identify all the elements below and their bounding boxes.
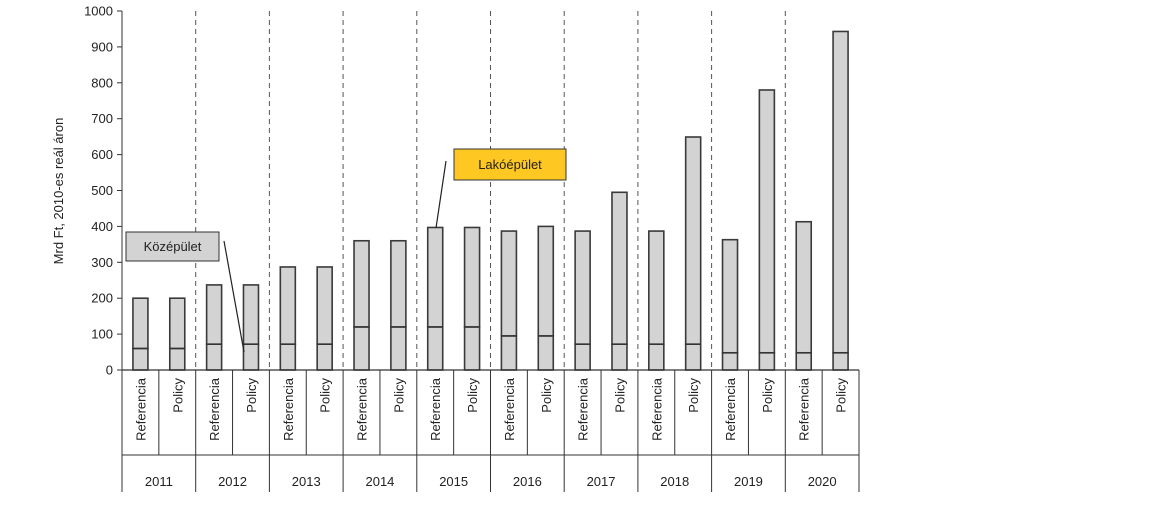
bars: [132, 11, 849, 371]
x-category-label: Referencia: [281, 377, 296, 441]
bar-segment-lakoepulet: [279, 266, 297, 345]
bar-segment-kozepulet: [721, 351, 739, 371]
annotation-label: Középület: [144, 239, 202, 254]
bar-segment-lakoepulet: [168, 297, 186, 350]
bar-segment-kozepulet: [132, 347, 149, 371]
x-category-label: Referencia: [649, 377, 664, 441]
bar-segment-lakoepulet: [390, 239, 407, 328]
bar-segment-kozepulet: [758, 351, 776, 371]
bar-segment-lakoepulet: [611, 191, 628, 345]
bar-segment-kozepulet: [316, 343, 333, 371]
bar-segment-kozepulet: [611, 343, 628, 371]
x-category-label: Policy: [391, 378, 406, 413]
bar-segment-kozepulet: [832, 351, 849, 371]
y-tick-label: 600: [91, 147, 113, 162]
bar-segment-lakoepulet: [426, 226, 444, 328]
annotation-kozepulet: Középület: [125, 231, 245, 353]
bar-segment-lakoepulet: [795, 220, 813, 354]
y-tick-label: 400: [91, 219, 113, 234]
y-tick-label: 0: [106, 363, 113, 378]
y-tick-label: 1000: [84, 4, 113, 19]
bar-segment-lakoepulet: [316, 266, 333, 345]
x-year-label: 2012: [218, 474, 247, 489]
x-category-label: Referencia: [502, 377, 517, 441]
x-year-label: 2017: [587, 474, 616, 489]
bar-segment-lakoepulet: [758, 89, 776, 354]
bar-segment-lakoepulet: [205, 284, 223, 345]
x-category-label: Referencia: [576, 377, 591, 441]
bar-segment-kozepulet: [168, 347, 186, 371]
bar-segment-kozepulet: [500, 335, 518, 371]
bar-segment-kozepulet: [242, 343, 260, 371]
bar-segment-lakoepulet: [500, 230, 518, 337]
x-year-label: 2014: [365, 474, 394, 489]
x-category-label: Referencia: [428, 377, 443, 441]
bar-segment-lakoepulet: [132, 297, 149, 350]
bar-segment-lakoepulet: [463, 226, 481, 328]
y-axis: 0 100 200 300 400 500 600 700 800 900 1000: [84, 4, 123, 378]
bar-segment-lakoepulet: [832, 30, 849, 354]
annotation-leader-line: [435, 160, 447, 229]
bar-segment-kozepulet: [795, 351, 813, 371]
x-category-label: Policy: [465, 378, 480, 413]
bar-segment-kozepulet: [463, 326, 481, 371]
x-year-label: 2018: [660, 474, 689, 489]
y-tick-label: 200: [91, 291, 113, 306]
x-category-label: Policy: [834, 378, 849, 413]
bar-segment-kozepulet: [426, 326, 444, 371]
x-year-label: 2016: [513, 474, 542, 489]
x-axis: Referencia Policy 2011 Referencia Policy 2012…: [121, 369, 860, 492]
x-category-label: Referencia: [723, 377, 738, 441]
bar-segment-lakoepulet: [537, 225, 555, 337]
bar-segment-lakoepulet: [574, 230, 591, 345]
x-category-label: Policy: [244, 378, 259, 413]
x-year-label: 2011: [145, 474, 173, 489]
bar-segment-kozepulet: [574, 343, 591, 371]
bar-segment-kozepulet: [353, 326, 370, 371]
x-category-label: Referencia: [355, 377, 370, 441]
bar-segment-kozepulet: [684, 343, 702, 371]
annotation-lakoepulet: Lakóépület: [435, 148, 567, 229]
annotations: Középület Lakóépület: [125, 148, 567, 353]
y-tick-label: 700: [91, 111, 113, 126]
x-category-label: Policy: [760, 378, 775, 413]
y-axis-label: Mrd Ft, 2010-es reál áron: [51, 118, 66, 265]
x-category-label: Policy: [318, 378, 333, 413]
annotation-box: [125, 231, 220, 262]
annotation-label: Lakóépület: [478, 157, 542, 172]
bar-segment-lakoepulet: [721, 238, 739, 354]
x-year-label: 2015: [439, 474, 468, 489]
y-tick-label: 500: [91, 183, 113, 198]
x-category-label: Policy: [539, 378, 554, 413]
x-year-label: 2013: [292, 474, 321, 489]
x-category-label: Referencia: [207, 377, 222, 441]
x-category-label: Referencia: [797, 377, 812, 441]
bar-segment-lakoepulet: [242, 284, 260, 345]
bar-segment-lakoepulet: [648, 230, 665, 345]
bar-segment-kozepulet: [537, 335, 555, 371]
y-tick-label: 900: [91, 39, 113, 54]
x-category-label: Policy: [686, 378, 701, 413]
x-category-label: Policy: [170, 378, 185, 413]
bar-segment-lakoepulet: [684, 136, 702, 345]
annotation-leader-line: [223, 240, 245, 353]
x-year-label: 2020: [808, 474, 837, 489]
y-tick-label: 800: [91, 75, 113, 90]
y-tick-label: 300: [91, 255, 113, 270]
x-year-label: 2019: [734, 474, 763, 489]
x-category-label: Policy: [612, 378, 627, 413]
bar-segment-kozepulet: [205, 343, 223, 371]
bar-segment-kozepulet: [279, 343, 297, 371]
y-tick-label: 100: [91, 327, 113, 342]
x-category-label: Referencia: [133, 377, 148, 441]
annotation-box: [453, 148, 567, 181]
bar-segment-lakoepulet: [353, 239, 370, 328]
bar-segment-kozepulet: [648, 343, 665, 371]
bar-segment-kozepulet: [390, 326, 407, 371]
